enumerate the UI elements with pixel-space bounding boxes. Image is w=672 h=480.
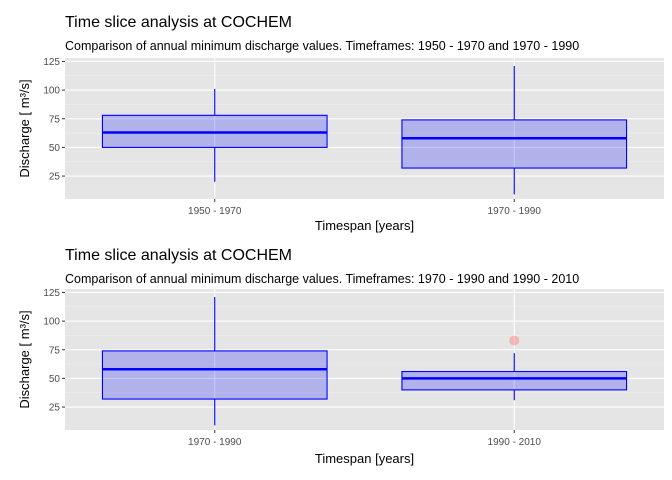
- chart-title: Time slice analysis at COCHEM: [65, 247, 292, 264]
- box-1970-1990: [101, 297, 328, 426]
- iqr-box: [401, 370, 628, 391]
- plot-panel: [65, 58, 664, 199]
- chart-1970-comparison: Time slice analysis at COCHEM Comparison…: [17, 14, 664, 233]
- y-tick-label: 100: [43, 317, 60, 328]
- x-axis: 1950 - 1970 1970 - 1990: [188, 199, 541, 217]
- x-tick-label: 1990 - 2010: [488, 437, 542, 448]
- x-tick-label: 1970 - 1990: [188, 437, 242, 448]
- y-tick-label: 125: [43, 57, 60, 68]
- y-tick-label: 25: [49, 172, 61, 183]
- box-1970-1990: [401, 66, 628, 195]
- y-axis-title: Discharge [ m³/s]: [17, 79, 32, 177]
- y-tick-label: 75: [49, 114, 61, 125]
- x-axis-title: Timespan [years]: [315, 451, 414, 466]
- y-axis: 25 50 75 100 125: [43, 288, 65, 414]
- x-tick-label: 1970 - 1990: [488, 206, 542, 217]
- x-axis: 1970 - 1990 1990 - 2010: [188, 430, 541, 448]
- y-axis: 25 50 75 100 125: [43, 57, 65, 183]
- x-tick-label: 1950 - 1970: [188, 206, 242, 217]
- plot-panel: [65, 289, 664, 430]
- box-1990-2010: [401, 335, 628, 401]
- y-axis-title: Discharge [ m³/s]: [17, 310, 32, 408]
- boxes: [101, 297, 628, 426]
- outlier-point: [509, 335, 520, 346]
- y-tick-label: 125: [43, 288, 60, 299]
- chart-subtitle: Comparison of annual minimum discharge v…: [65, 272, 579, 286]
- chart-title: Time slice analysis at COCHEM: [65, 14, 292, 31]
- y-tick-label: 25: [49, 403, 61, 414]
- chart-1990-comparison: Time slice analysis at COCHEM Comparison…: [17, 247, 664, 466]
- y-tick-label: 75: [49, 345, 61, 356]
- box-1950-1970: [101, 88, 328, 182]
- x-axis-title: Timespan [years]: [315, 218, 414, 233]
- chart-subtitle: Comparison of annual minimum discharge v…: [65, 39, 579, 53]
- y-tick-label: 50: [49, 143, 61, 154]
- iqr-box: [101, 350, 328, 400]
- y-tick-label: 100: [43, 86, 60, 97]
- boxes: [101, 66, 628, 195]
- iqr-box: [401, 119, 628, 169]
- y-tick-label: 50: [49, 374, 61, 385]
